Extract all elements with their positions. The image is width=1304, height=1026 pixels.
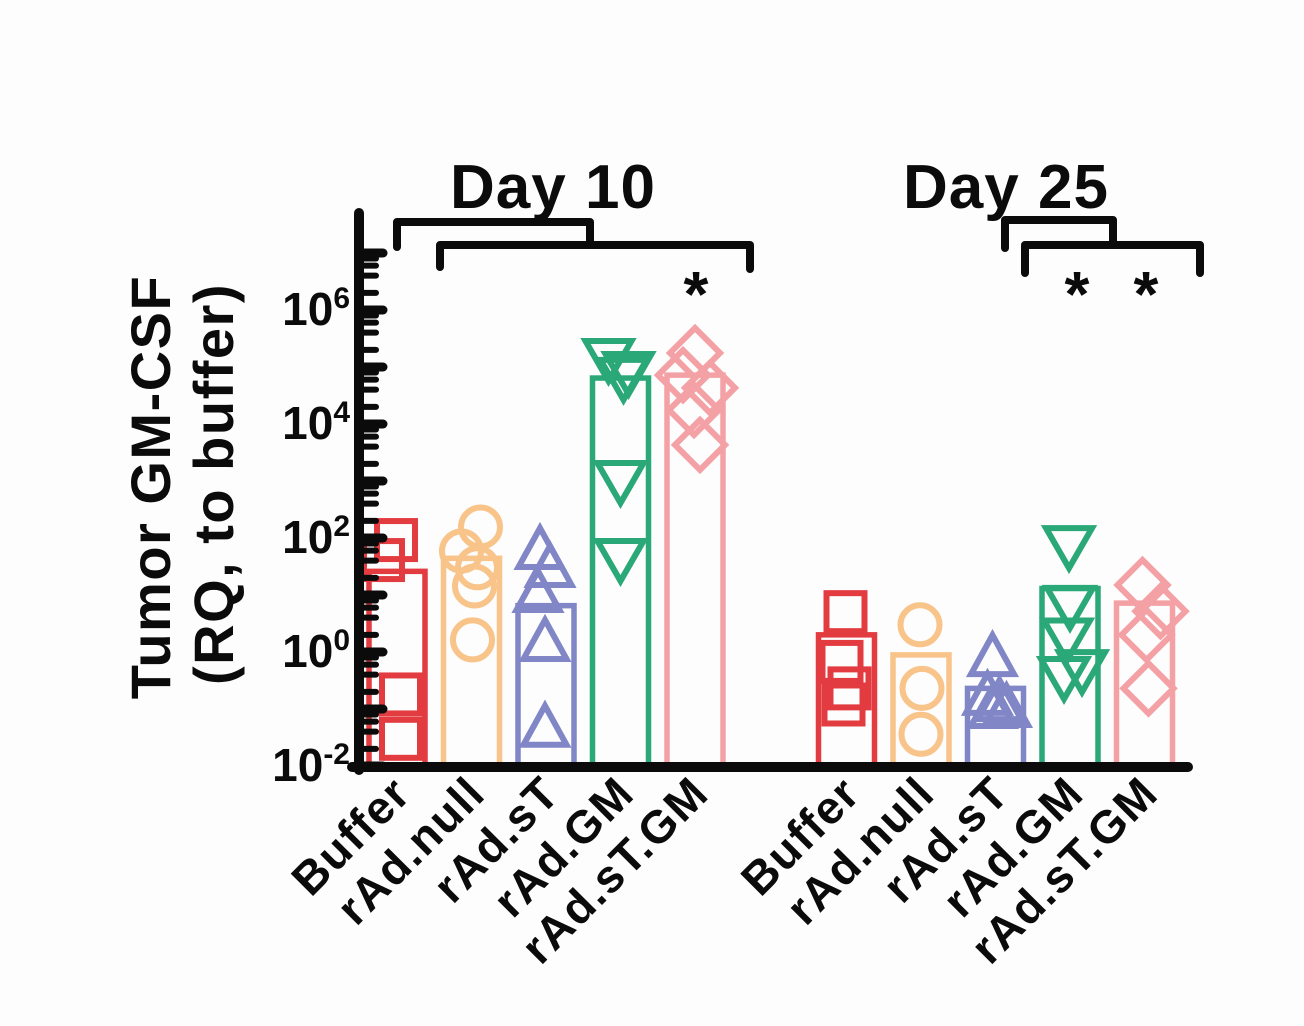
marker-triangle-up [965,628,1020,678]
marker-circle [450,617,495,663]
significance-star: * [1134,258,1159,330]
marker-circle [455,545,500,591]
marker-diamond [664,380,724,440]
marker-diamond [1119,659,1178,718]
significance-bracket [393,218,594,251]
y-tick-label: 10-2 [272,738,350,791]
marker-triangle-down [1053,649,1111,699]
significance-bracket [1021,241,1204,277]
marker-circle [897,602,943,648]
y-tick-label: 100 [282,624,350,677]
y-tick-label: 104 [282,396,350,449]
marker-circle [452,563,497,609]
marker-triangle-down [592,460,649,510]
marker-diamond [1117,605,1176,665]
y-axis-title-line-1: Tumor GM-CSF [119,275,182,699]
labels-layer: 10610410210010-2BufferrAd.nullrAd.sTrAd.… [272,216,1204,973]
marker-diamond [680,358,740,418]
marker-square [819,639,864,684]
axes-layer [347,208,1193,775]
marker-triangle-up [518,699,572,748]
marker-square [379,672,423,717]
marker-triangle-up [523,539,577,588]
marker-square [379,716,423,761]
y-axis-title-line-2: (RQ, to buffer) [182,283,245,685]
y-tick-label: 106 [282,282,350,335]
marker-diamond [1131,581,1190,641]
bars-layer [361,323,1190,770]
marker-triangle-down [1038,617,1096,667]
marker-triangle-up [511,564,565,614]
marker-triangle-down [1040,525,1098,575]
significance-star: * [1065,258,1090,330]
marker-square [821,682,866,727]
significance-bracket [436,241,754,273]
significance-star: * [684,258,709,330]
marker-triangle-down [1041,584,1099,634]
significance-bracket [1001,216,1117,252]
group-title-day-25: Day 25 [903,153,1109,222]
marker-triangle-down [592,537,649,588]
group-title-day-10: Day 10 [450,153,656,222]
bar-day-10-rad-gm [589,375,652,770]
marker-triangle-up [979,679,1034,728]
marker-circle [899,665,945,711]
y-tick-label: 102 [282,510,350,563]
marker-diamond [670,415,730,475]
marker-triangle-down [595,356,652,406]
marker-square [823,590,868,635]
marker-triangle-up [518,613,572,662]
marker-circle [898,711,944,757]
